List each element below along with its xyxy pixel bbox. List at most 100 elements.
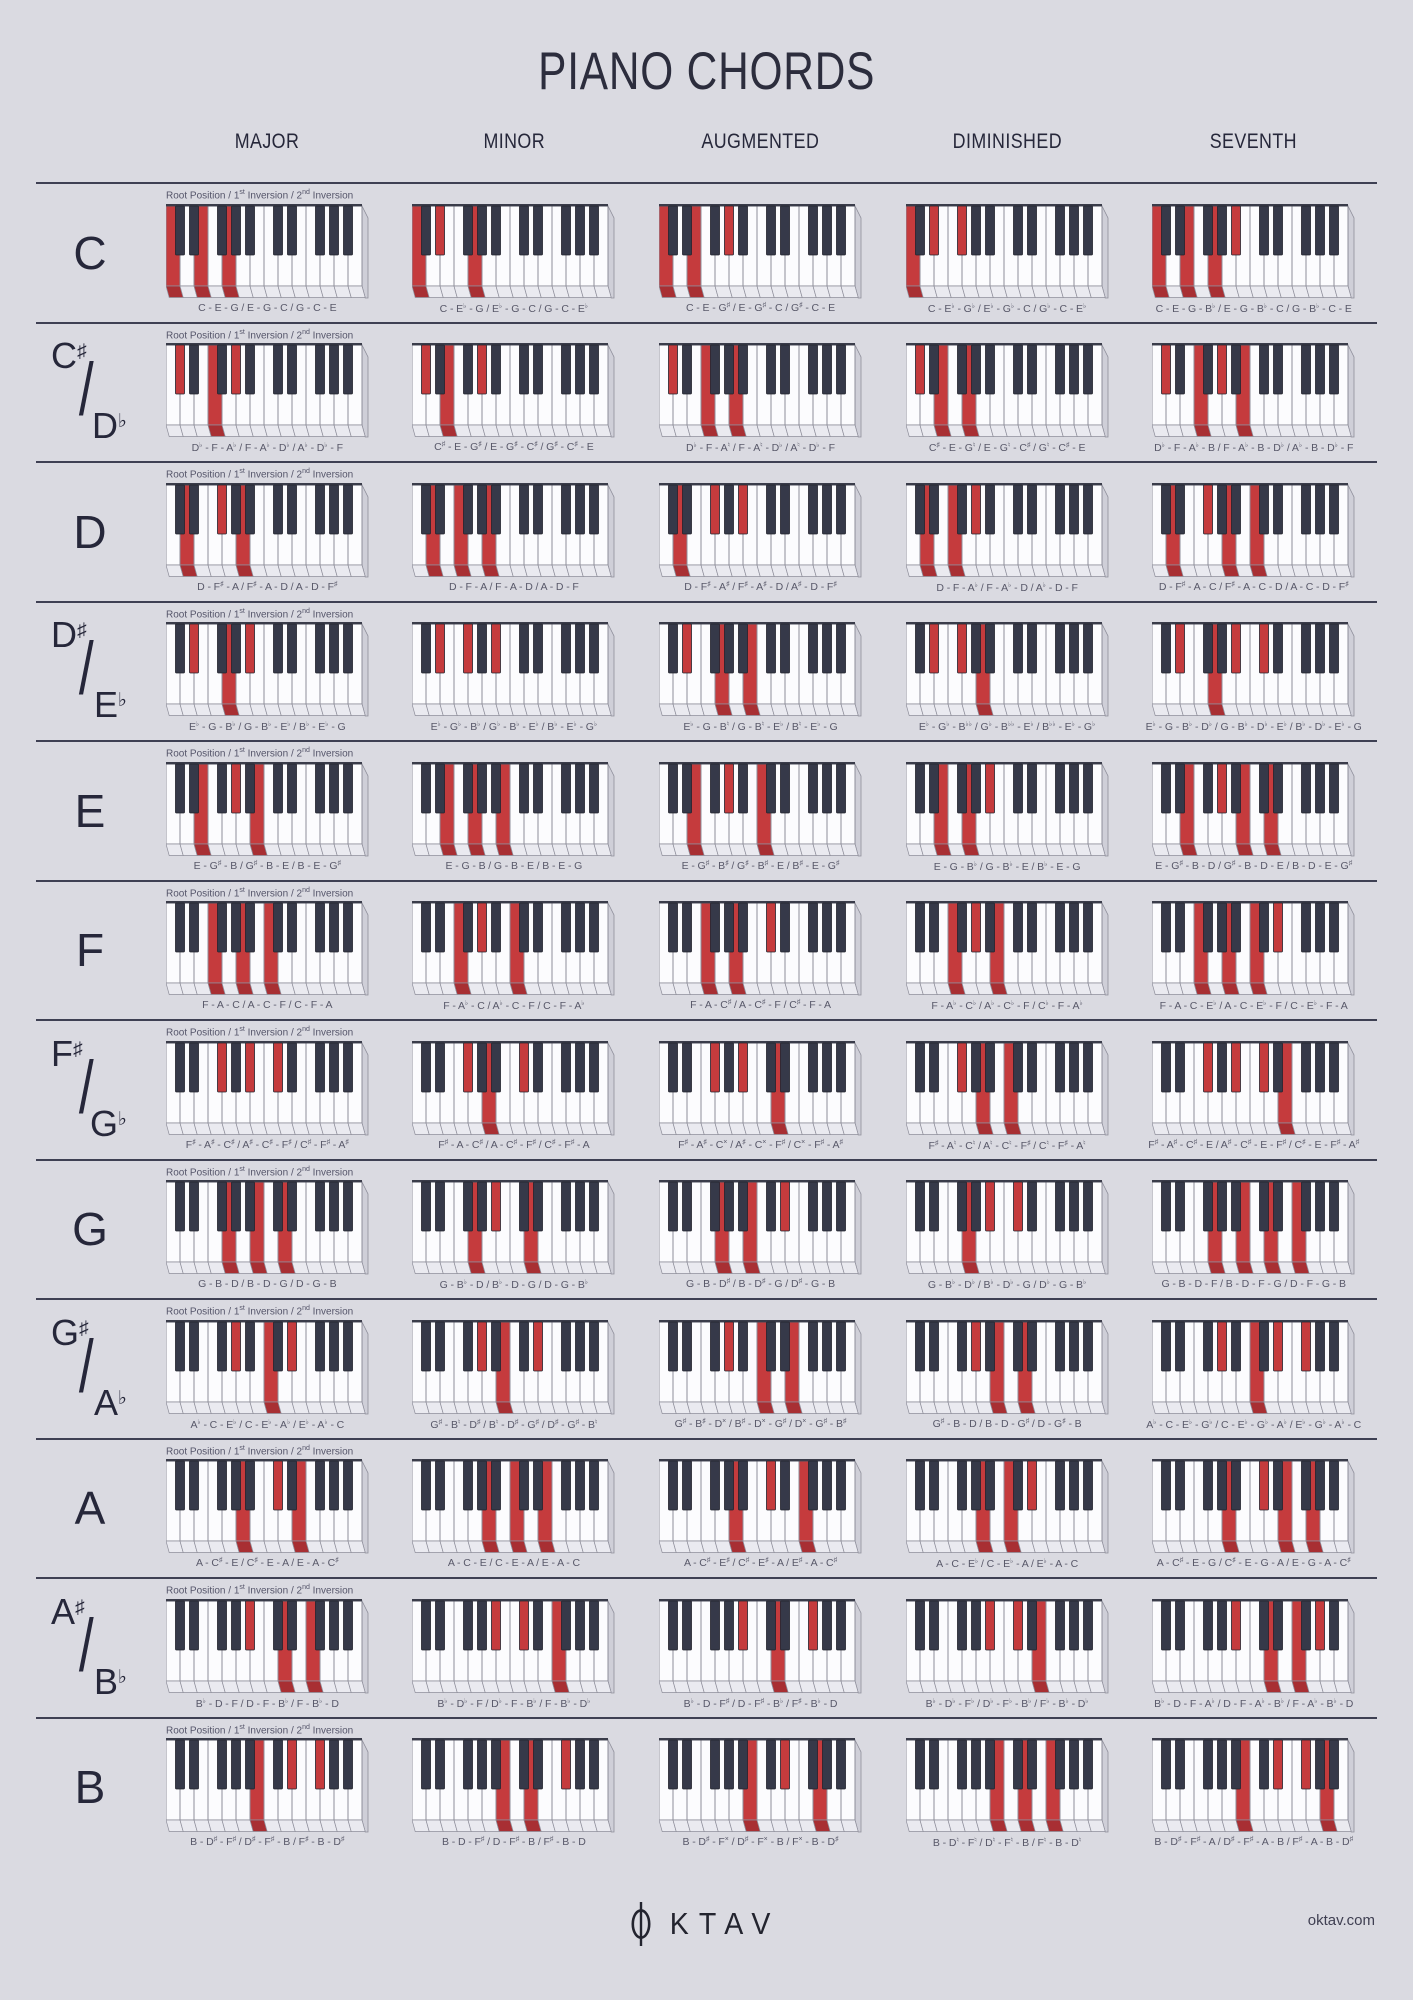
chord-cell-diminished: A - C - E♭ / C - E♭ - A / E♭ - A - C [884,1440,1131,1578]
chord-notes: D♭ - F - A♮ / F - A♮ - D♭ / A♮ - D♭ - F [686,442,835,454]
chord-notes: B♭ - D♭ - F / D♭ - F - B♭ / F - B♭ - D♭ [437,1697,591,1710]
row-label: C♯ / D♭ [51,335,127,447]
column-header-minor: MINOR [483,130,545,153]
keyboard-diagram-wrap [658,1459,862,1554]
position-caption: Root Position / 1st Inversion / 2nd Inve… [166,328,354,341]
chord-notes: D - F - A / F - A - D / A - D - F [449,580,579,593]
keyboard-diagram [1151,1319,1355,1414]
chord-row: C Root Position / 1st Inversion / 2nd In… [36,182,1377,322]
chord-cell-diminished: B♭ - D♭ - F♭ / D♭ - F♭ - B♭ / F♭ - B♭ - … [884,1579,1131,1717]
row-label: A♯ / B♭ [51,1590,127,1702]
keyboard-diagram [905,761,1108,856]
keyboard-diagram-wrap [1151,761,1355,857]
keyboard-diagram-wrap [411,1180,615,1275]
keyboard-diagram-wrap [165,901,369,996]
keyboard-diagram [165,203,369,298]
chord-cell-seventh: B♭ - D - F - A♭ / D - F - A♭ - B♭ / F - … [1130,1579,1377,1717]
keyboard-diagram-wrap [658,1738,862,1833]
chord-notes: C - E - G / E - G - C / G - C - E [198,301,337,314]
chord-cell-major: Root Position / 1st Inversion / 2nd Inve… [144,324,391,462]
keyboard-diagram [658,901,862,996]
keyboard-diagram-wrap [1151,1598,1355,1694]
chord-cell-seventh: E - G♯ - B - D / G♯ - B - D - E / B - D … [1130,742,1377,880]
chord-row: G♯ / A♭ Root Position / 1st Inversion / 2n… [36,1298,1377,1438]
keyboard-diagram [1151,1180,1355,1275]
chord-notes: F♯ - A♯ - C× / A♯ - C× - F♯ / C× - F♯ - … [678,1138,843,1151]
chord-cell-diminished: E - G - B♭ / G - B♭ - E / B♭ - E - G [884,742,1131,880]
footer-site-link[interactable]: oktav.com [1307,1912,1375,1929]
keyboard-diagram-wrap [658,1040,862,1136]
chord-notes: E♭ - G♭ - B♭♭ / G♭ - B♭♭ - E♭ / B♭♭ - E♭… [918,721,1096,733]
chord-cell-diminished: B - D♮ - F♮ / D♮ - F♮ - B / F♮ - B - D♮ [884,1719,1131,1857]
chord-notes: E♭ - G - B♮ / G - B♮ - E♭ / B♮ - E♭ - G [683,721,838,733]
position-caption: Root Position / 1st Inversion / 2nd Inve… [166,747,354,760]
position-caption: Root Position / 1st Inversion / 2nd Inve… [166,1165,354,1178]
chord-cell-augmented: F♯ - A♯ - C× / A♯ - C× - F♯ / C× - F♯ - … [637,1021,884,1159]
keyboard-diagram [905,901,1108,996]
chord-cell-major: Root Position / 1st Inversion / 2nd Inve… [144,1440,391,1578]
keyboard-diagram [1151,1598,1355,1693]
chord-notes: G - B♭ - D♭ / B♭ - D♭ - G / D♭ - G - B♭ [927,1279,1087,1291]
keyboard-diagram-wrap [1151,1180,1355,1275]
chord-notes: D♭ - F - A♭ / F - A♭ - D♭ / A♭ - D♭ - F [191,442,343,454]
chord-cell-augmented: B♭ - D - F♯ / D - F♯ - B♭ / F♯ - B♭ - D [637,1579,884,1717]
chord-cell-major: Root Position / 1st Inversion / 2nd Inve… [144,1719,391,1857]
keyboard-diagram [165,761,369,856]
keyboard-diagram-wrap [658,482,862,578]
keyboard-diagram [905,1319,1108,1414]
keyboard-diagram [411,901,615,996]
chord-row: E Root Position / 1st Inversion / 2nd In… [36,740,1377,880]
chord-notes: A♭ - C - E♭ / C - E♭ - A♭ / E♭ - A♭ - C [190,1418,345,1431]
keyboard-diagram [411,1040,615,1135]
chord-cell-seventh: G - B - D - F / B - D - F - G / D - F - … [1130,1161,1377,1299]
chord-notes: C♯ - E - G♯ / E - G♯ - C♯ / G♯ - C♯ - E [434,441,594,453]
keyboard-diagram [658,1319,862,1414]
keyboard-diagram [658,1459,862,1554]
chord-cell-augmented: E♭ - G - B♮ / G - B♮ - E♭ / B♮ - E♭ - G [637,603,884,741]
position-caption: Root Position / 1st Inversion / 2nd Inve… [166,1584,354,1597]
chord-notes: A♭ - C - E♭ - G♭ / C - E♭ - G♭ - A♭ / E♭… [1146,1418,1362,1431]
keyboard-diagram-wrap [905,901,1109,996]
chord-cell-seventh: A♭ - C - E♭ - G♭ / C - E♭ - G♭ - A♭ / E♭… [1130,1300,1377,1438]
chord-cell-minor: C - E♭ - G / E♭ - G - C / G - C - E♭ [391,184,638,322]
keyboard-diagram [1151,1040,1355,1135]
keyboard-diagram-wrap [165,1738,369,1833]
keyboard-diagram [658,1040,862,1135]
chord-notes: A - C♯ - E / C♯ - E - A / E - A - C♯ [196,1557,339,1569]
keyboard-diagram [658,1598,862,1693]
keyboard-diagram-wrap [905,1180,1109,1275]
chord-notes: G♯ - B♯ - D× / B♯ - D× - G♯ / D× - G♯ - … [674,1417,847,1430]
keyboard-diagram-wrap [658,343,862,438]
row-label: F♯ / G♭ [51,1032,127,1144]
chord-row: D Root Position / 1st Inversion / 2nd In… [36,461,1377,601]
chord-cell-minor: B♭ - D♭ - F / D♭ - F - B♭ / F - B♭ - D♭ [391,1579,638,1717]
keyboard-diagram-wrap [411,343,615,438]
keyboard-diagram [165,482,369,577]
column-headers: MAJOR MINOR AUGMENTED DIMINISHED SEVENTH [36,102,1377,182]
chord-notes: B - D♯ - F♯ - A / D♯ - F♯ - A - B / F♯ -… [1154,1836,1353,1848]
row-label: D [73,505,107,558]
chord-notes: C - E♭ - G♭ / E♭ - G♭ - C / G♭ - C - E♭ [927,302,1087,315]
keyboard-diagram-wrap [905,1040,1109,1136]
position-caption: Root Position / 1st Inversion / 2nd Inve… [166,468,354,481]
chord-cell-diminished: F♯ - A♮ - C♮ / A♮ - C♮ - F♯ / C♮ - F♯ - … [884,1021,1131,1159]
chord-cell-seventh: F♯ - A♯ - C♯ - E / A♯ - C♯ - E - F♯ / C♯… [1130,1021,1377,1159]
chord-cell-minor: G - B♭ - D / B♭ - D - G / D - G - B♭ [391,1161,638,1299]
keyboard-diagram [1151,203,1355,298]
chord-notes: G - B - D - F / B - D - F - G / D - F - … [1161,1278,1346,1290]
chord-row: C♯ / D♭ Root Position / 1st Inversion / 2n… [36,321,1377,462]
keyboard-diagram-wrap [658,761,862,857]
chord-cell-seventh: D♭ - F - A♭ - B / F - A♭ - B - D♭ / A♭ -… [1130,324,1377,462]
chord-row: B Root Position / 1st Inversion / 2nd In… [36,1716,1377,1857]
keyboard-diagram [905,1180,1108,1275]
chord-notes: B♭ - D - F / D - F - B♭ / F - B♭ - D [195,1697,339,1710]
chord-notes: G - B - D♯ / B - D♯ - G / D♯ - G - B [686,1278,835,1290]
keyboard-diagram [658,343,862,438]
keyboard-diagram [165,1319,369,1414]
chord-notes: E♭ - G - B♭ / G - B♭ - E♭ / B♭ - E♭ - G [188,721,346,733]
keyboard-diagram [1151,622,1355,717]
row-label: C [73,226,107,279]
keyboard-diagram [1151,343,1355,438]
keyboard-diagram [411,1738,615,1833]
